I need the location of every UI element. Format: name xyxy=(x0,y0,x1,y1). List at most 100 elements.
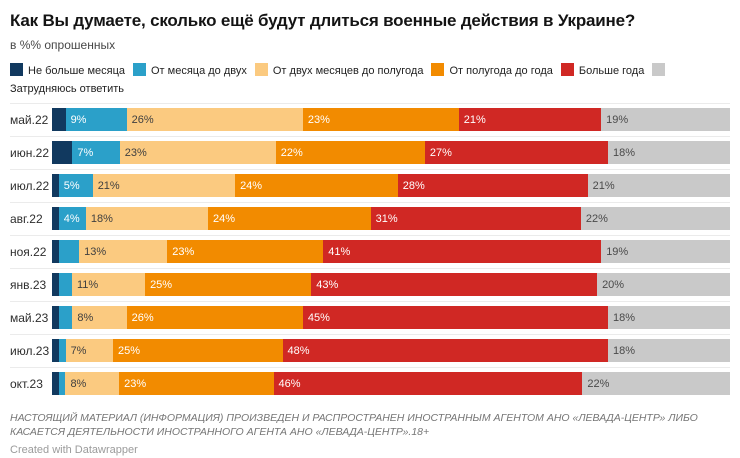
segment-value-label: 23% xyxy=(172,245,195,258)
segment-value-label: 7% xyxy=(77,146,94,159)
legend-item: От полугода до года xyxy=(431,63,553,78)
legend-label: Больше года xyxy=(578,65,645,78)
legend-item: Не больше месяца xyxy=(10,63,125,78)
bar-segment: 18% xyxy=(607,141,730,165)
bar-segment xyxy=(52,207,59,231)
row-category-label: авг.22 xyxy=(10,211,43,226)
bar-segment: 22% xyxy=(580,207,731,231)
chart-title: Как Вы думаете, сколько ещё будут длитьс… xyxy=(10,11,636,30)
row-category-label: янв.23 xyxy=(10,277,47,292)
legend-label: От месяца до двух xyxy=(151,65,247,78)
segment-value-label: 24% xyxy=(240,179,263,192)
segment-value-label: 23% xyxy=(124,146,147,159)
row-category-label: июн.22 xyxy=(10,145,50,160)
row-category-label: июл.22 xyxy=(10,178,50,193)
segment-value-label: 25% xyxy=(118,344,141,357)
bar-segment: 8% xyxy=(65,372,120,396)
bar-segment: 43% xyxy=(311,273,598,297)
stacked-bar: 13% 23% 41% 19% xyxy=(52,240,730,264)
segment-value-label: 25% xyxy=(150,278,173,291)
bar-segment: 20% xyxy=(597,273,730,297)
bar-segment: 21% xyxy=(587,174,730,198)
bar-segment: 27% xyxy=(424,141,608,165)
row-category-label: ноя.22 xyxy=(10,244,47,259)
legend-item: Затрудняюсь ответить xyxy=(10,63,670,95)
legend-item: От месяца до двух xyxy=(133,63,247,78)
segment-value-label: 8% xyxy=(70,377,87,390)
stacked-bar: 8% 26% 45% 18% xyxy=(52,306,730,330)
bar-segment: 24% xyxy=(207,207,371,231)
bar-segment xyxy=(52,372,59,396)
bar-segment: 19% xyxy=(601,108,730,132)
segment-value-label: 43% xyxy=(316,278,339,291)
bar-segment: 9% xyxy=(65,108,127,132)
segment-value-label: 31% xyxy=(375,212,398,225)
bar-segment: 7% xyxy=(65,339,114,363)
segment-value-label: 19% xyxy=(606,245,629,258)
legend-label: Не больше месяца xyxy=(28,65,125,78)
segment-value-label: 22% xyxy=(280,146,303,159)
segment-value-label: 21% xyxy=(592,179,615,192)
bar-segment: 28% xyxy=(397,174,588,198)
legend-swatch-icon xyxy=(560,63,574,77)
datawrapper-attribution-link[interactable]: Created with Datawrapper xyxy=(10,444,138,457)
bar-segment: 18% xyxy=(607,306,730,330)
segment-value-label: 27% xyxy=(429,146,452,159)
bar-segment: 24% xyxy=(235,174,398,198)
bar-segment: 22% xyxy=(582,372,731,396)
segment-value-label: 23% xyxy=(124,377,147,390)
legend-label: От полугода до года xyxy=(449,65,553,78)
bar-segment: 4% xyxy=(58,207,86,231)
stacked-bar: 11% 25% 43% 20% xyxy=(52,273,730,297)
segment-value-label: 20% xyxy=(602,278,625,291)
bar-segment xyxy=(52,174,59,198)
segment-value-label: 41% xyxy=(328,245,351,258)
legend-swatch-icon xyxy=(254,63,268,77)
bar-segment xyxy=(52,141,73,165)
bar-row: июн.22 7% 23% 22% 27% 18% xyxy=(10,135,730,169)
bar-segment xyxy=(58,306,73,330)
bar-segment: 26% xyxy=(126,306,303,330)
segment-value-label: 4% xyxy=(63,212,80,225)
segment-value-label: 23% xyxy=(307,113,330,126)
bar-segment xyxy=(52,339,59,363)
bar-segment: 21% xyxy=(458,108,602,132)
segment-value-label: 21% xyxy=(97,179,120,192)
segment-value-label: 26% xyxy=(131,311,154,324)
legend-swatch-icon xyxy=(10,63,23,77)
legend-swatch-icon xyxy=(431,63,445,77)
bar-segment xyxy=(58,240,80,264)
bar-row: авг.22 4% 18% 24% 31% 22% xyxy=(10,201,731,235)
bar-segment xyxy=(52,108,66,132)
bar-segment: 22% xyxy=(275,141,425,165)
segment-value-label: 9% xyxy=(70,113,87,126)
foreign-agent-disclaimer: НАСТОЯЩИЙ МАТЕРИАЛ (ИНФОРМАЦИЯ) ПРОИЗВЕД… xyxy=(10,411,698,439)
segment-value-label: 22% xyxy=(585,212,608,225)
bar-segment: 7% xyxy=(72,141,120,165)
row-category-label: окт.23 xyxy=(10,376,43,391)
stacked-bar: 4% 18% 24% 31% 22% xyxy=(52,207,731,231)
bar-segment xyxy=(52,273,59,297)
bar-row: янв.23 11% 25% 43% 20% xyxy=(10,267,730,301)
segment-value-label: 22% xyxy=(587,377,610,390)
segment-value-label: 24% xyxy=(212,212,235,225)
bar-segment xyxy=(58,372,66,396)
stacked-bar: 8% 23% 46% 22% xyxy=(52,372,731,396)
bar-segment: 21% xyxy=(92,174,236,198)
bar-segment: 48% xyxy=(282,339,608,363)
legend-label: От двух месяцев до полугода xyxy=(272,65,424,78)
segment-value-label: 28% xyxy=(402,179,425,192)
bar-segment: 25% xyxy=(145,273,312,297)
segment-value-label: 48% xyxy=(287,344,310,357)
stacked-bar: 7% 23% 22% 27% 18% xyxy=(52,141,730,165)
bar-segment: 23% xyxy=(119,372,274,396)
bar-segment xyxy=(52,240,59,264)
bar-row: окт.23 8% 23% 46% 22% xyxy=(10,366,731,400)
bar-segment: 31% xyxy=(370,207,581,231)
stacked-bar-chart: май.22 9% 26% 23% 21% 19% июн.22 7% 23% 22% 27% 18%… xyxy=(10,102,731,400)
bar-segment: 46% xyxy=(273,372,583,396)
bar-segment: 26% xyxy=(126,108,303,132)
legend-item: От двух месяцев до полугода xyxy=(254,63,424,78)
legend-swatch-icon xyxy=(652,63,666,77)
bar-segment: 11% xyxy=(71,273,146,297)
